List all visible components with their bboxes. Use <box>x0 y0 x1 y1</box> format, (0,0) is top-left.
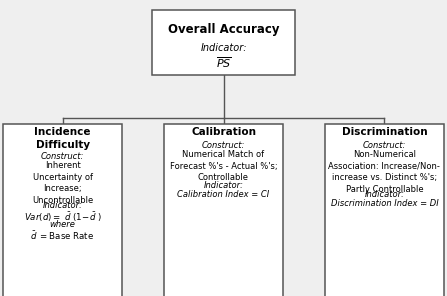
Text: Discrimination Index = DI: Discrimination Index = DI <box>330 200 439 208</box>
Text: Incidence
Difficulty: Incidence Difficulty <box>34 127 91 149</box>
FancyBboxPatch shape <box>152 10 295 75</box>
Text: Discrimination: Discrimination <box>342 127 427 137</box>
Text: Overall Accuracy: Overall Accuracy <box>168 23 279 36</box>
Text: Construct:: Construct: <box>41 152 84 161</box>
Text: Indicator:: Indicator: <box>200 43 247 53</box>
FancyBboxPatch shape <box>164 123 283 296</box>
Text: Construct:: Construct: <box>202 141 245 150</box>
Text: Calibration Index = CI: Calibration Index = CI <box>177 191 270 200</box>
Text: Non-Numerical
Association: Increase/Non-
increase vs. Distinct %'s;
Partly Contr: Non-Numerical Association: Increase/Non-… <box>329 150 440 194</box>
Text: Construct:: Construct: <box>363 141 406 150</box>
Text: Indicator:: Indicator: <box>364 190 405 199</box>
Text: Indicator:: Indicator: <box>42 201 83 210</box>
Text: Inherent
Uncertainty of
Increase;
Uncontrollable: Inherent Uncertainty of Increase; Uncont… <box>32 161 93 205</box>
Text: $\overline{PS}$: $\overline{PS}$ <box>215 56 232 70</box>
Text: Calibration: Calibration <box>191 127 256 137</box>
Text: Indicator:: Indicator: <box>203 181 244 190</box>
Text: where: where <box>50 220 76 229</box>
Text: Numerical Match of
Forecast %'s - Actual %'s;
Controllable: Numerical Match of Forecast %'s - Actual… <box>170 150 277 182</box>
FancyBboxPatch shape <box>325 123 443 296</box>
Text: $\bar{d}\ =\mathrm{Base\ Rate}$: $\bar{d}\ =\mathrm{Base\ Rate}$ <box>30 230 95 242</box>
FancyBboxPatch shape <box>4 123 122 296</box>
Text: $Var(d)=\ \bar{d}\ (1\!-\!\bar{d}\ )$: $Var(d)=\ \bar{d}\ (1\!-\!\bar{d}\ )$ <box>24 211 101 224</box>
